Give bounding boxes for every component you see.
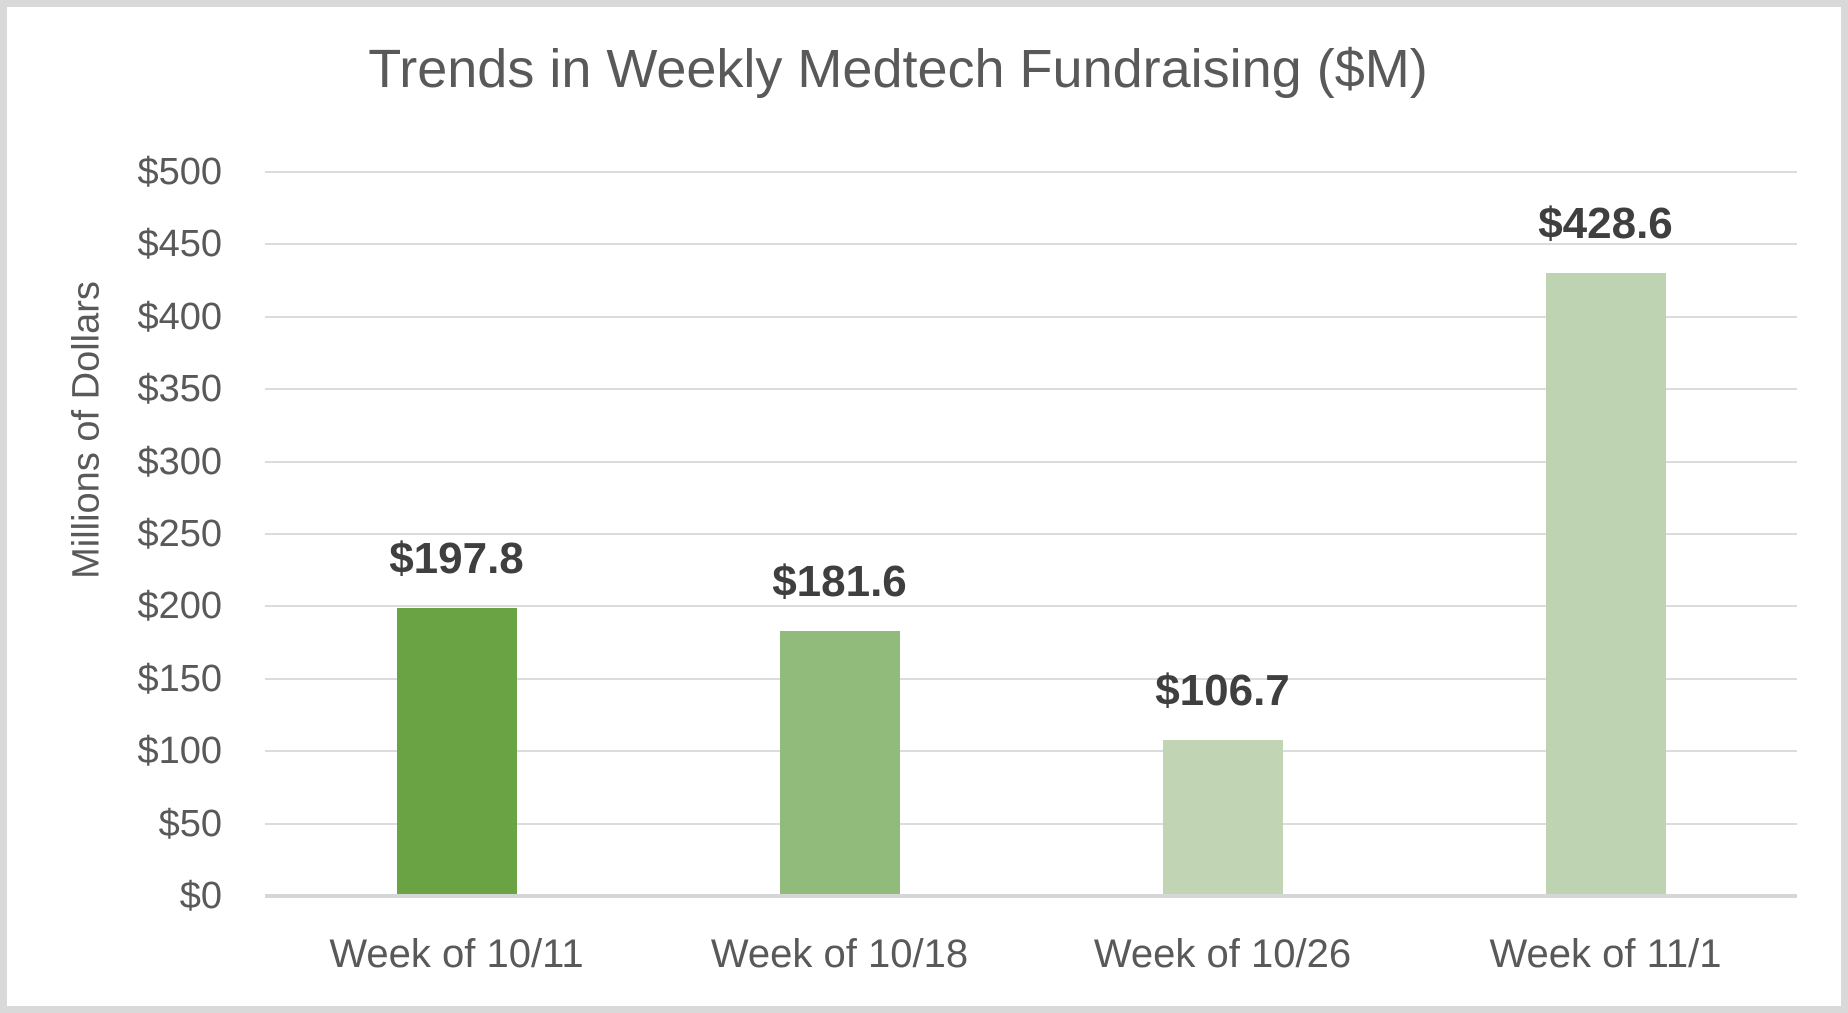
gridline [265,460,1797,463]
y-tick-label: $0 [179,875,222,917]
plot-area: $197.8 $181.6 $106.7 $428.6 [265,171,1797,898]
gridline [265,315,1797,318]
bar [1545,273,1666,894]
gridline [265,605,1797,608]
bar [779,631,900,894]
gridline [265,822,1797,825]
y-tick-label: $300 [137,440,222,483]
y-tick-label: $250 [137,513,222,555]
x-axis-category-label: Week of 10/26 [1093,932,1352,976]
data-label: $181.6 [772,557,907,607]
x-axis-category-label: Week of 11/1 [1489,932,1722,976]
y-tick-label: $50 [158,802,222,845]
gridline [265,171,1797,173]
x-axis-category-label: Week of 10/18 [710,932,969,976]
data-label: $197.8 [389,533,524,583]
gridline [265,243,1797,246]
bar [1162,739,1283,894]
x-axis-baseline [265,894,1797,898]
y-tick-label: $100 [137,730,222,773]
y-tick-label: $400 [137,295,222,338]
y-axis-ticks: $0 $50 $100 $150 $200 $250 $300 $350 $400 $450 $50… [7,151,222,917]
data-label: $428.6 [1538,199,1673,249]
y-tick-label: $500 [137,151,222,193]
gridline [265,533,1797,535]
y-tick-label: $350 [137,368,222,411]
y-tick-label: $150 [137,657,222,700]
y-tick-label: $450 [137,223,222,266]
chart-title: Trends in Weekly Medtech Fundraising ($M… [368,39,1428,99]
x-axis-category-label: Week of 10/11 [329,932,584,976]
bar [396,607,517,894]
gridline [265,750,1797,753]
x-axis-labels: Week of 10/11 Week of 10/18 Week of 10/26 W… [265,930,1797,990]
data-label: $106.7 [1155,665,1290,715]
gridline [265,677,1797,680]
gridline [265,388,1797,391]
y-tick-label: $200 [137,585,222,628]
